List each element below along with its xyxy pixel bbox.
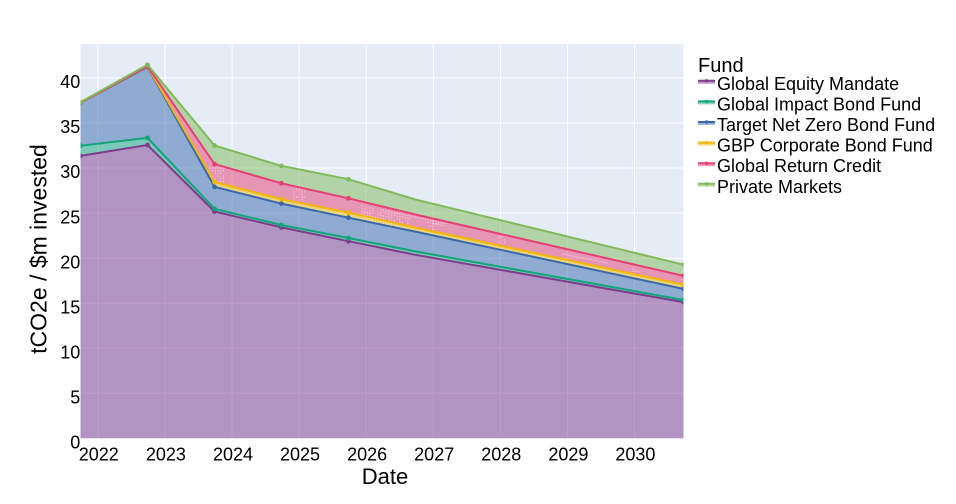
svg-text:2024: 2024 [213,444,253,464]
svg-text:Target Net Zero Bond Fund: Target Net Zero Bond Fund [717,115,935,135]
svg-text:2029: 2029 [548,444,588,464]
svg-text:2025: 2025 [280,444,320,464]
svg-text:Private Markets: Private Markets [717,177,842,197]
svg-text:0: 0 [70,433,80,453]
svg-text:2028: 2028 [481,444,521,464]
svg-text:35: 35 [60,117,80,137]
svg-text:20: 20 [60,252,80,272]
svg-text:GBP Corporate Bond Fund: GBP Corporate Bond Fund [717,136,933,156]
svg-text:2030: 2030 [615,444,655,464]
svg-text:2023: 2023 [146,444,186,464]
svg-text:tCO2e / $m invested: tCO2e / $m invested [26,144,52,354]
svg-text:2026: 2026 [347,444,387,464]
svg-text:2027: 2027 [414,444,454,464]
svg-text:Global Equity Mandate: Global Equity Mandate [717,74,899,94]
svg-text:5: 5 [70,388,80,408]
svg-text:2022: 2022 [79,444,119,464]
svg-text:30: 30 [60,162,80,182]
svg-text:10: 10 [60,343,80,363]
svg-text:Global Impact Bond Fund: Global Impact Bond Fund [717,94,921,114]
svg-text:15: 15 [60,297,80,317]
svg-text:25: 25 [60,207,80,227]
svg-text:Fund: Fund [698,55,744,77]
svg-text:40: 40 [60,72,80,92]
svg-text:Date: Date [362,464,408,489]
svg-text:Global Return Credit: Global Return Credit [717,156,881,176]
